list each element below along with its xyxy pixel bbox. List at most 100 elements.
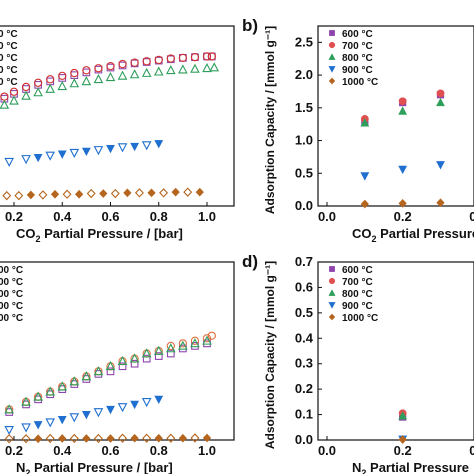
data-point xyxy=(45,386,55,396)
y-tick-label: 0.1 xyxy=(295,407,313,422)
y-axis-label: Adsorption Capacity / [mmol g⁻¹] xyxy=(263,26,277,214)
data-point xyxy=(93,146,104,156)
data-point xyxy=(142,433,152,443)
y-tick-label: 0.6 xyxy=(295,279,313,294)
data-point xyxy=(34,434,43,444)
data-point xyxy=(0,92,9,101)
plot-frame xyxy=(317,25,474,207)
data-point xyxy=(21,396,31,406)
data-point xyxy=(33,153,43,163)
data-point xyxy=(33,421,43,430)
data-point xyxy=(117,355,128,366)
data-point xyxy=(2,190,12,201)
data-point xyxy=(106,405,115,415)
legend-label: 00 °C xyxy=(0,265,23,276)
data-point xyxy=(154,433,163,443)
data-point xyxy=(21,90,31,100)
data-point xyxy=(106,434,115,443)
data-point xyxy=(69,413,80,423)
data-point xyxy=(9,87,19,96)
x-tick-label: 0.2 xyxy=(394,443,412,458)
data-point xyxy=(153,345,164,355)
data-point xyxy=(118,362,127,371)
data-point xyxy=(46,75,55,84)
legend-marker xyxy=(328,41,336,49)
data-point xyxy=(360,118,370,127)
data-point xyxy=(93,74,104,84)
data-point xyxy=(93,366,104,376)
x-tick-label: 1.0 xyxy=(198,443,216,458)
data-point xyxy=(178,340,188,350)
data-point xyxy=(190,338,200,348)
data-point xyxy=(142,57,151,66)
data-point xyxy=(21,423,31,433)
data-point xyxy=(166,341,175,351)
data-point xyxy=(86,188,96,199)
legend-label: 00 °C xyxy=(0,277,23,288)
legend-label: 800 °C xyxy=(342,289,373,300)
data-point xyxy=(202,52,212,61)
data-point xyxy=(183,187,193,197)
legend-label: 00 °C xyxy=(0,301,23,312)
data-point xyxy=(436,89,445,98)
data-point xyxy=(45,151,55,161)
data-point xyxy=(398,165,408,175)
x-axis-label: N2 Partial Pressure / [bar] xyxy=(16,460,173,474)
x-tick-label: 0.4 xyxy=(469,443,474,458)
data-point xyxy=(4,425,14,436)
data-point xyxy=(166,65,176,75)
legend-label: 1000 °C xyxy=(342,77,378,88)
legend-label: 1000 °C xyxy=(342,313,378,324)
data-point xyxy=(94,64,103,73)
legend-label: 700 °C xyxy=(342,41,373,52)
y-tick-label: 0.4 xyxy=(295,330,314,345)
data-point xyxy=(38,190,48,200)
data-point xyxy=(436,198,445,208)
y-axis-label: Adsorption Capacity / [mmol g⁻¹] xyxy=(263,261,277,449)
data-point xyxy=(166,54,175,63)
data-point xyxy=(4,404,14,414)
data-point xyxy=(154,352,163,360)
data-point xyxy=(398,411,408,420)
x-axis-label: CO2 Partial Pressure / [bar] xyxy=(16,226,183,244)
data-point xyxy=(118,59,127,69)
y-tick-label: 1.5 xyxy=(295,100,313,115)
legend-label: 800 °C xyxy=(342,53,373,64)
data-point xyxy=(69,148,80,158)
data-point xyxy=(154,140,164,149)
legend-label: 00 °C xyxy=(0,313,23,324)
x-tick-label: 0.6 xyxy=(101,209,119,224)
data-point xyxy=(81,147,91,157)
x-axis-label: N2 Partial Pressure xyxy=(352,460,469,474)
x-axis-label: CO2 Partial Pressure / [bar] xyxy=(352,226,474,244)
legend-marker xyxy=(329,266,335,272)
data-point xyxy=(57,416,67,425)
data-point xyxy=(130,58,139,67)
legend-label: 600 °C xyxy=(342,265,373,276)
legend-label: 0 °C xyxy=(0,65,18,76)
legend-marker xyxy=(328,77,336,85)
data-point xyxy=(202,335,212,345)
legend-marker xyxy=(328,53,336,60)
data-point xyxy=(58,71,67,80)
data-point xyxy=(130,400,140,410)
data-point xyxy=(105,360,116,371)
data-point xyxy=(178,433,187,443)
data-point xyxy=(69,78,80,88)
data-point xyxy=(141,398,152,408)
panel-label: b) xyxy=(242,16,258,35)
data-point xyxy=(436,161,445,170)
data-point xyxy=(21,82,31,92)
data-point xyxy=(0,99,10,109)
legend-label: 600 °C xyxy=(342,29,373,40)
data-point xyxy=(9,95,19,105)
plot-frame xyxy=(317,261,474,441)
data-point xyxy=(166,343,176,353)
data-point xyxy=(33,78,43,87)
x-tick-label: 0.2 xyxy=(394,209,412,224)
data-point xyxy=(129,353,140,363)
x-tick-label: 0.0 xyxy=(318,209,336,224)
data-point xyxy=(141,348,152,358)
data-point xyxy=(195,187,204,197)
